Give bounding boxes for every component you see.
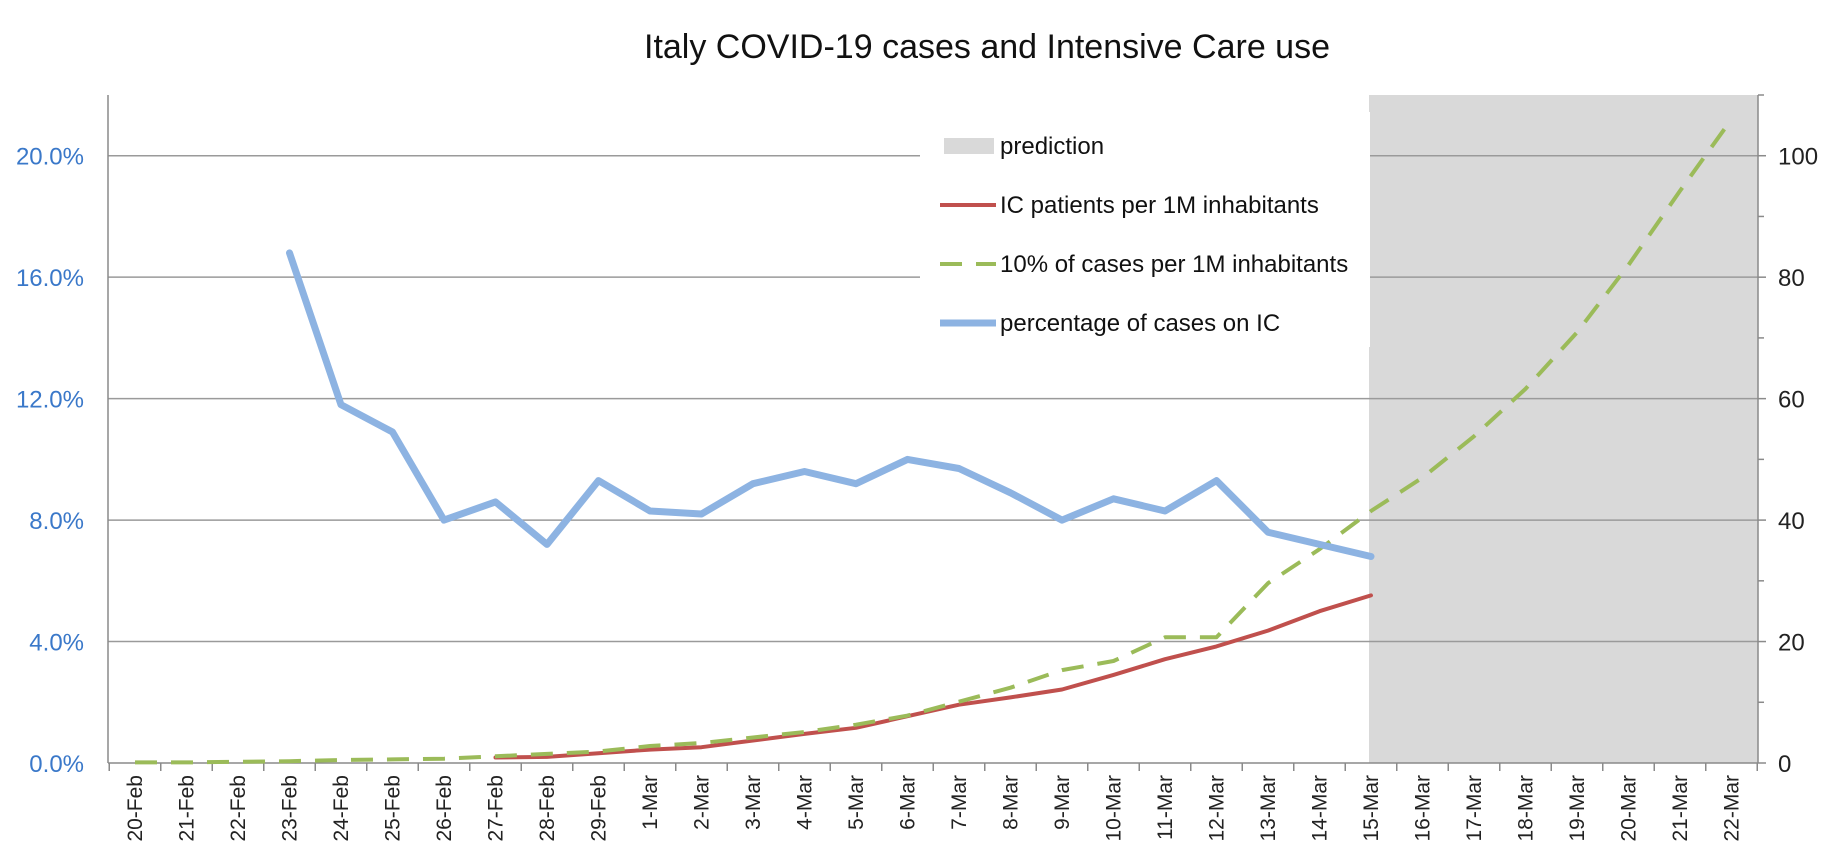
right-tick-label: 100	[1778, 144, 1818, 171]
legend-label: prediction	[1000, 133, 1104, 160]
x-tick-label: 23-Feb	[279, 775, 302, 842]
x-tick-label: 22-Feb	[227, 775, 250, 842]
x-tick-label: 11-Mar	[1154, 775, 1177, 840]
x-tick-label: 26-Feb	[433, 775, 456, 842]
left-tick-label: 12.0%	[16, 387, 84, 414]
legend-swatch-prediction	[944, 138, 994, 154]
x-tick-label: 19-Mar	[1566, 775, 1589, 842]
x-tick-label: 27-Feb	[485, 775, 508, 842]
x-tick-label: 4-Mar	[794, 775, 817, 830]
x-tick-label: 15-Mar	[1360, 775, 1383, 842]
x-tick-label: 21-Feb	[176, 775, 199, 842]
x-tick-label: 22-Mar	[1721, 775, 1744, 842]
legend-box	[920, 112, 1370, 347]
x-tick-label: 13-Mar	[1257, 775, 1280, 842]
x-tick-label: 18-Mar	[1515, 775, 1538, 842]
x-tick-label: 9-Mar	[1051, 775, 1074, 830]
left-tick-label: 0.0%	[29, 751, 84, 778]
x-tick-label: 7-Mar	[948, 775, 971, 830]
x-tick-label: 2-Mar	[691, 775, 714, 830]
x-tick-label: 3-Mar	[742, 775, 765, 830]
series-line-cases	[135, 118, 1734, 765]
x-tick-label: 24-Feb	[330, 775, 353, 842]
x-tick-label: 5-Mar	[845, 775, 868, 830]
x-tick-label: 28-Feb	[536, 775, 559, 842]
x-tick-label: 12-Mar	[1206, 775, 1229, 842]
left-tick-label: 20.0%	[16, 144, 84, 171]
left-tick-label: 8.0%	[29, 508, 84, 535]
right-tick-label: 0	[1778, 751, 1791, 778]
left-tick-label: 16.0%	[16, 265, 84, 292]
right-tick-label: 80	[1778, 265, 1805, 292]
x-tick-label: 6-Mar	[897, 775, 920, 830]
x-tick-label: 14-Mar	[1309, 775, 1332, 842]
legend-label: IC patients per 1M inhabitants	[1000, 192, 1319, 219]
chart-title: Italy COVID-19 cases and Intensive Care …	[644, 28, 1330, 66]
prediction-region	[1369, 95, 1758, 763]
x-tick-label: 25-Feb	[382, 775, 405, 842]
legend-label: percentage of cases on IC	[1000, 310, 1280, 337]
x-tick-label: 21-Mar	[1669, 775, 1692, 842]
series-line-ic-patients	[493, 593, 1373, 760]
x-tick-label: 20-Mar	[1618, 775, 1641, 842]
x-tick-label: 8-Mar	[1000, 775, 1023, 830]
series-line-percentage	[286, 249, 1375, 560]
right-tick-label: 20	[1778, 630, 1805, 657]
x-tick-label: 17-Mar	[1463, 775, 1486, 842]
left-tick-label: 4.0%	[29, 630, 84, 657]
right-tick-label: 40	[1778, 508, 1805, 535]
x-tick-label: 16-Mar	[1412, 775, 1435, 842]
x-tick-label: 20-Feb	[124, 775, 147, 842]
right-tick-label: 60	[1778, 387, 1805, 414]
x-tick-label: 1-Mar	[639, 775, 662, 830]
x-tick-label: 10-Mar	[1103, 775, 1126, 842]
x-tick-label: 29-Feb	[588, 775, 611, 842]
legend-label: 10% of cases per 1M inhabitants	[1000, 251, 1348, 278]
